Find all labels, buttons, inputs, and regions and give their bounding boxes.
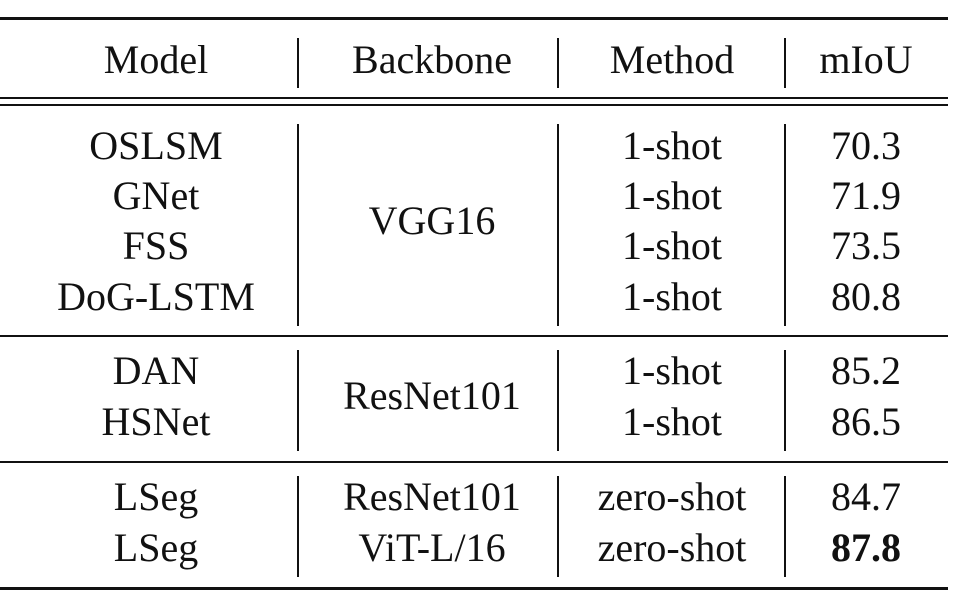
- group-backbone: VGG16: [368, 198, 496, 243]
- group1-separator-3: [784, 124, 786, 326]
- header-miou: mIoU: [819, 37, 913, 82]
- row-model: LSeg: [113, 525, 199, 570]
- row-miou: 85.2: [831, 348, 901, 393]
- bottom-rule: [0, 587, 948, 590]
- row-model: DoG-LSTM: [57, 274, 255, 319]
- header-double-rule-lower: [0, 104, 948, 106]
- row-miou: 70.3: [831, 123, 901, 168]
- group3-separator-1: [297, 476, 299, 577]
- row-method: zero-shot: [597, 525, 747, 570]
- header-method: Method: [609, 37, 735, 82]
- header-separator-2: [557, 38, 559, 88]
- group3-separator-3: [784, 476, 786, 577]
- row-method: zero-shot: [597, 474, 747, 519]
- header-separator-1: [297, 38, 299, 88]
- group2-separator-3: [784, 350, 786, 451]
- header-model: Model: [103, 37, 209, 82]
- row-method: 1-shot: [622, 274, 722, 319]
- row-miou: 84.7: [831, 474, 901, 519]
- header-double-rule-upper: [0, 97, 948, 99]
- row-model: GNet: [112, 173, 200, 218]
- row-miou: 71.9: [831, 173, 901, 218]
- row-model: DAN: [112, 348, 200, 393]
- row-method: 1-shot: [622, 223, 722, 268]
- header-separator-3: [784, 38, 786, 88]
- group3-separator-2: [557, 476, 559, 577]
- group-separator-rule-2: [0, 461, 948, 463]
- row-method: 1-shot: [622, 399, 722, 444]
- header-backbone: Backbone: [352, 37, 512, 82]
- row-miou: 73.5: [831, 223, 901, 268]
- row-model: HSNet: [101, 399, 211, 444]
- group-separator-rule-1: [0, 335, 948, 337]
- row-model: FSS: [122, 223, 190, 268]
- row-model: OSLSM: [89, 123, 223, 168]
- row-method: 1-shot: [622, 173, 722, 218]
- row-miou: 80.8: [831, 274, 901, 319]
- top-rule: [0, 17, 948, 20]
- row-method: 1-shot: [622, 123, 722, 168]
- row-method: 1-shot: [622, 348, 722, 393]
- group2-separator-1: [297, 350, 299, 451]
- row-miou-best: 87.8: [831, 525, 901, 570]
- row-backbone: ViT-L/16: [358, 525, 506, 570]
- group1-separator-1: [297, 124, 299, 326]
- group-backbone: ResNet101: [343, 373, 521, 418]
- row-model: LSeg: [113, 474, 199, 519]
- row-miou: 86.5: [831, 399, 901, 444]
- group2-separator-2: [557, 350, 559, 451]
- group1-separator-2: [557, 124, 559, 326]
- row-backbone: ResNet101: [343, 474, 521, 519]
